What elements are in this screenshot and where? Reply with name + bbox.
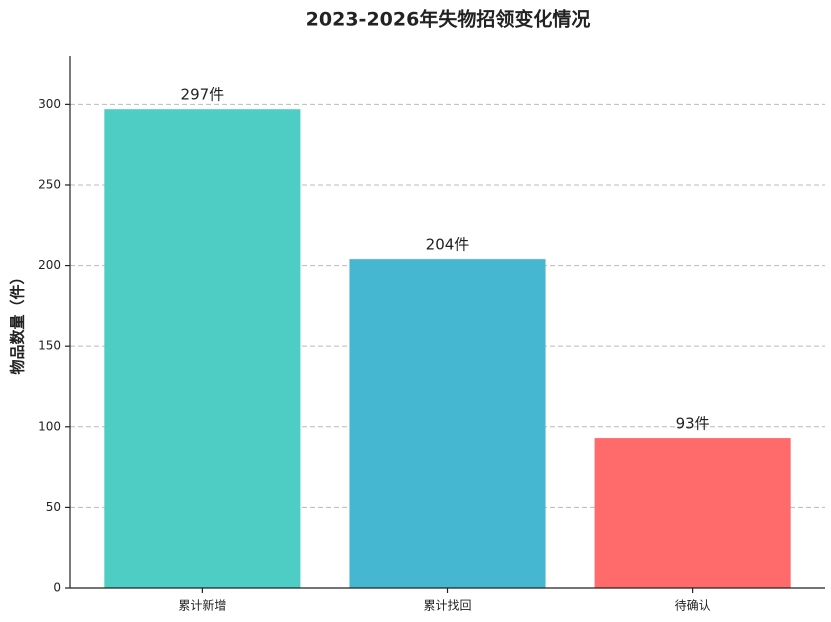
chart-title: 2023-2026年失物招领变化情况 bbox=[306, 8, 591, 31]
y-tick-label: 200 bbox=[38, 258, 61, 272]
x-tick-label: 累计新增 bbox=[178, 598, 226, 613]
y-tick-label: 150 bbox=[38, 339, 61, 353]
bar bbox=[594, 438, 791, 588]
data-label: 297件 bbox=[181, 86, 225, 104]
y-tick-label: 250 bbox=[38, 177, 61, 191]
y-tick-label: 100 bbox=[38, 419, 61, 433]
y-tick-label: 50 bbox=[46, 500, 61, 514]
y-axis-label: 物品数量（件） bbox=[9, 269, 27, 374]
y-tick-label: 300 bbox=[38, 97, 61, 111]
data-label: 93件 bbox=[676, 415, 710, 433]
data-label: 204件 bbox=[426, 236, 470, 254]
x-tick-label: 累计找回 bbox=[423, 599, 471, 613]
x-tick-label: 待确认 bbox=[675, 599, 711, 613]
bar bbox=[349, 259, 546, 588]
y-tick-label: 0 bbox=[53, 581, 61, 595]
bar bbox=[104, 109, 301, 588]
